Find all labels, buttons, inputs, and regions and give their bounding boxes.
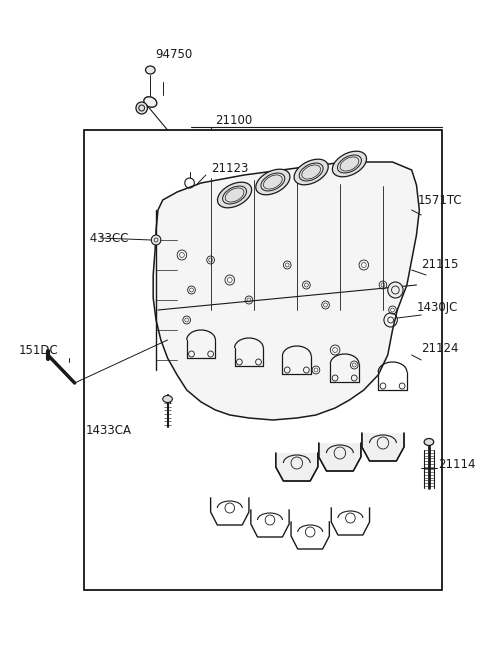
Text: 1571TC: 1571TC <box>418 194 462 206</box>
Ellipse shape <box>144 97 157 107</box>
Text: 1430JC: 1430JC <box>417 302 458 315</box>
Ellipse shape <box>294 159 328 185</box>
Polygon shape <box>319 443 361 471</box>
Polygon shape <box>153 162 420 420</box>
Ellipse shape <box>217 182 252 208</box>
Ellipse shape <box>424 438 434 445</box>
Text: 94750: 94750 <box>155 49 192 62</box>
Circle shape <box>388 282 403 298</box>
Polygon shape <box>276 453 318 481</box>
Text: 21123: 21123 <box>211 162 248 175</box>
Text: 21114: 21114 <box>439 459 476 472</box>
Circle shape <box>151 235 161 245</box>
Ellipse shape <box>145 66 155 74</box>
Text: 21115: 21115 <box>421 258 458 271</box>
Text: 151DC: 151DC <box>19 344 59 357</box>
Bar <box>84 130 442 590</box>
Text: 433CC: 433CC <box>86 231 129 244</box>
Polygon shape <box>362 433 404 461</box>
Text: 21100: 21100 <box>216 114 252 127</box>
Text: 21124: 21124 <box>421 342 459 355</box>
Ellipse shape <box>256 170 290 195</box>
Ellipse shape <box>163 396 172 403</box>
Circle shape <box>136 102 147 114</box>
Text: 1433CA: 1433CA <box>86 424 132 436</box>
Ellipse shape <box>332 151 367 177</box>
